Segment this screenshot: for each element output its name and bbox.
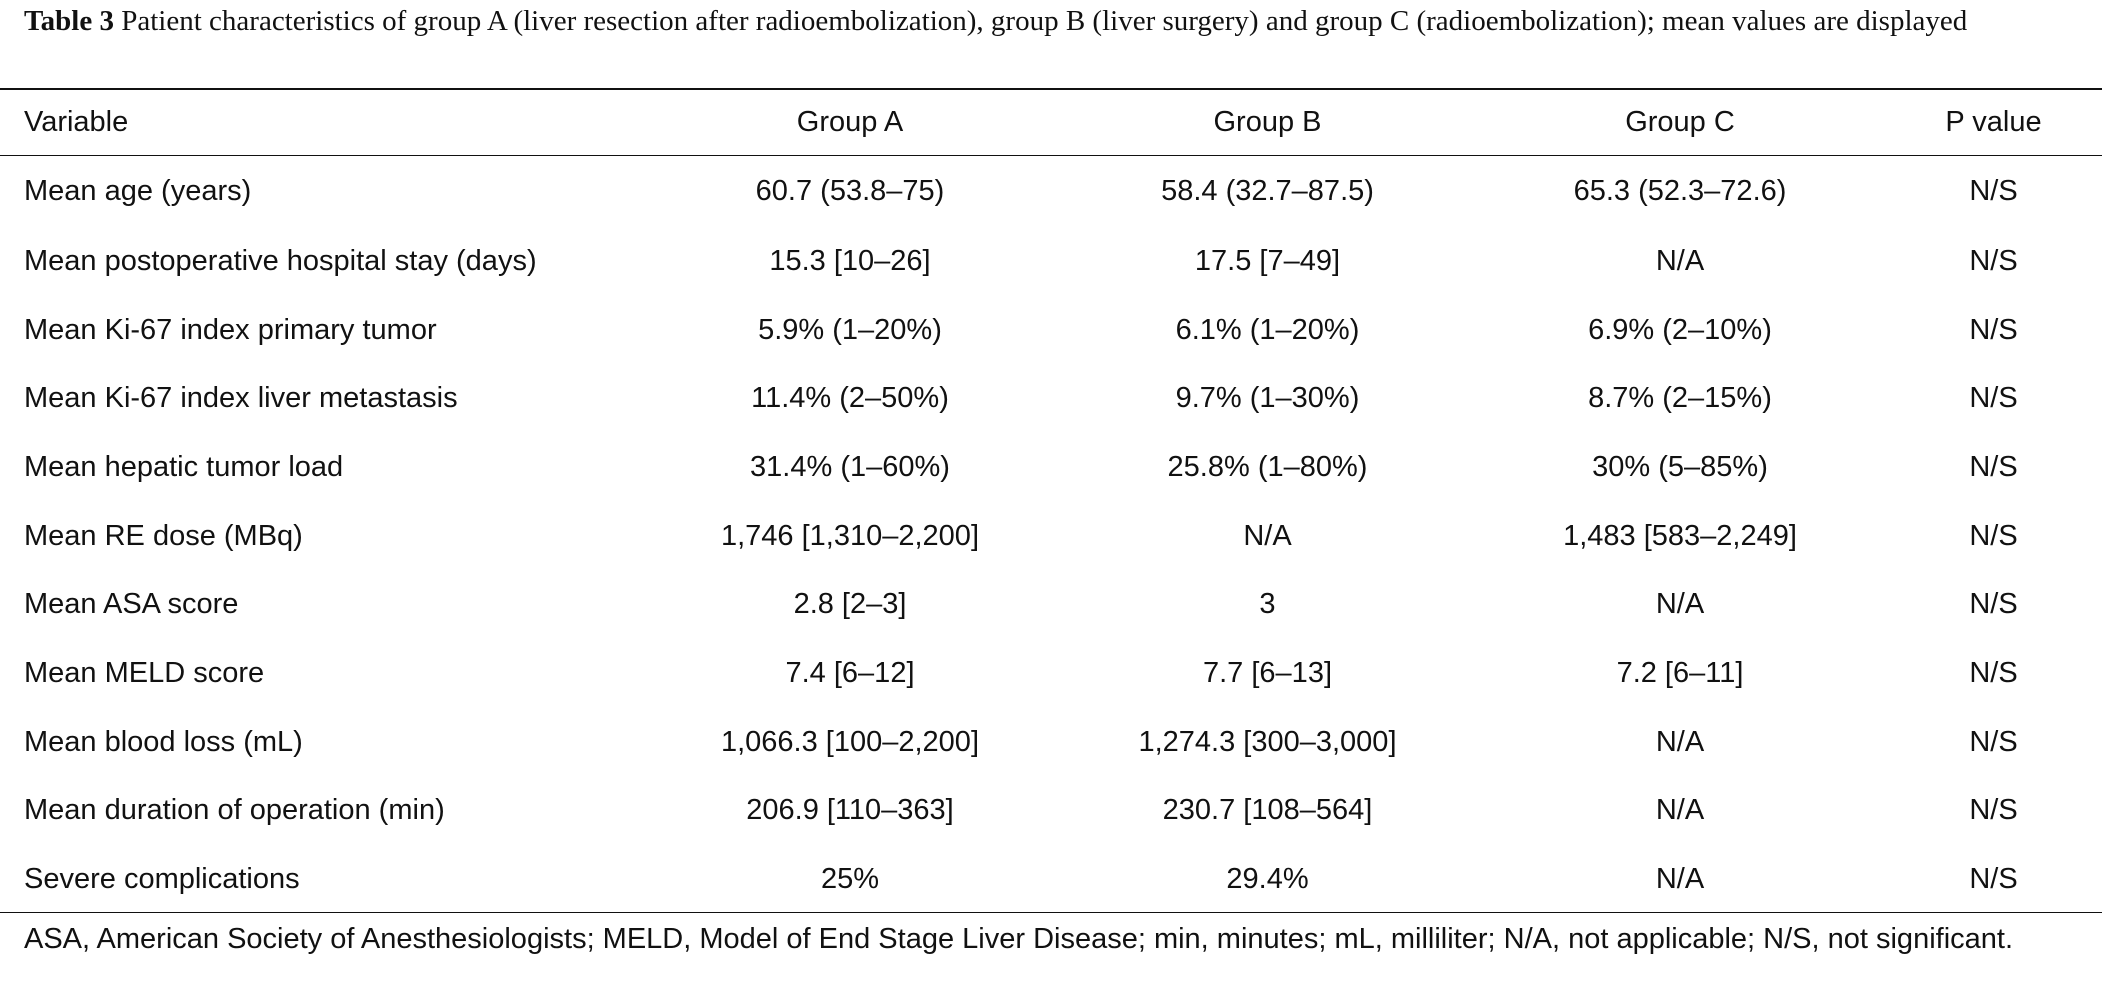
table-row: Severe complications 25% 29.4% N/A N/S xyxy=(0,845,2102,914)
cell-p-value: N/S xyxy=(1969,725,2018,758)
cell-p-value: N/S xyxy=(1969,863,2018,896)
table-caption-label: Table 3 xyxy=(24,5,114,37)
cell-group-a: 15.3 [10–26] xyxy=(769,244,931,277)
cell-p-value: N/S xyxy=(1969,519,2018,552)
table-header-rule xyxy=(0,155,2102,156)
cell-group-b: 58.4 (32.7–87.5) xyxy=(1161,174,1374,207)
cell-group-b: 3 xyxy=(1259,588,1276,621)
cell-variable: Mean hepatic tumor load xyxy=(24,450,344,483)
cell-group-a: 31.4% (1–60%) xyxy=(750,450,950,483)
cell-group-c: 30% (5–85%) xyxy=(1592,450,1768,483)
cell-group-a: 1,066.3 [100–2,200] xyxy=(720,725,979,758)
cell-group-b: 1,274.3 [300–3,000] xyxy=(1138,725,1397,758)
cell-variable: Mean MELD score xyxy=(24,656,265,689)
cell-p-value: N/S xyxy=(1969,174,2018,207)
cell-p-value: N/S xyxy=(1969,794,2018,827)
table-row: Mean Ki-67 index primary tumor 5.9% (1–2… xyxy=(0,296,2102,365)
cell-variable: Mean Ki-67 index primary tumor xyxy=(24,313,437,346)
cell-group-c: N/A xyxy=(1655,725,1705,758)
cell-p-value: N/S xyxy=(1969,244,2018,277)
table-row: Mean duration of operation (min) 206.9 [… xyxy=(0,777,2102,846)
cell-group-c: 6.9% (2–10%) xyxy=(1588,313,1772,346)
cell-group-b: 25.8% (1–80%) xyxy=(1167,450,1368,483)
patient-characteristics-table: Variable Group A Group B Group C P value… xyxy=(0,89,2102,914)
table-bottom-rule xyxy=(0,912,2102,913)
cell-group-c: 1,483 [583–2,249] xyxy=(1563,519,1797,552)
cell-group-a: 5.9% (1–20%) xyxy=(758,313,942,346)
cell-group-c: 7.2 [6–11] xyxy=(1616,656,1744,689)
cell-variable: Mean ASA score xyxy=(24,588,239,621)
table-row: Mean hepatic tumor load 31.4% (1–60%) 25… xyxy=(0,433,2102,502)
table-row: Mean postoperative hospital stay (days) … xyxy=(0,227,2102,296)
cell-group-b: 7.7 [6–13] xyxy=(1203,656,1332,689)
cell-group-c: N/A xyxy=(1655,794,1705,827)
table-footnote: ASA, American Society of Anesthesiologis… xyxy=(24,923,2014,955)
cell-variable: Mean age (years) xyxy=(24,174,252,207)
table-row: Mean blood loss (mL) 1,066.3 [100–2,200]… xyxy=(0,708,2102,777)
table-row: Mean ASA score 2.8 [2–3] 3 N/A N/S xyxy=(0,570,2102,639)
cell-group-b: 230.7 [108–564] xyxy=(1162,794,1373,827)
cell-variable: Mean Ki-67 index liver metastasis xyxy=(24,382,458,415)
cell-p-value: N/S xyxy=(1969,382,2018,415)
cell-variable: Mean duration of operation (min) xyxy=(24,794,445,827)
cell-variable: Mean RE dose (MBq) xyxy=(24,519,303,552)
table-row: Mean age (years) 60.7 (53.8–75) 58.4 (32… xyxy=(0,155,2102,227)
cell-variable: Severe complications xyxy=(24,863,300,896)
header-p-value: P value xyxy=(1945,105,2042,138)
table-top-rule xyxy=(0,88,2102,90)
table-row: Mean RE dose (MBq) 1,746 [1,310–2,200] N… xyxy=(0,502,2102,571)
cell-group-a: 7.4 [6–12] xyxy=(785,656,915,689)
cell-group-a: 206.9 [110–363] xyxy=(746,794,954,827)
cell-group-b: 29.4% xyxy=(1226,863,1309,896)
cell-group-a: 25% xyxy=(820,863,880,896)
cell-p-value: N/S xyxy=(1969,450,2018,483)
cell-variable: Mean postoperative hospital stay (days) xyxy=(24,244,537,277)
cell-group-b: 6.1% (1–20%) xyxy=(1175,313,1360,346)
header-variable: Variable xyxy=(24,105,129,138)
cell-variable: Mean blood loss (mL) xyxy=(24,725,303,758)
cell-group-a: 1,746 [1,310–2,200] xyxy=(720,519,979,552)
cell-group-c: N/A xyxy=(1655,588,1705,621)
cell-group-b: 9.7% (1–30%) xyxy=(1175,382,1360,415)
cell-p-value: N/S xyxy=(1969,656,2018,689)
cell-p-value: N/S xyxy=(1969,588,2018,621)
cell-group-c: N/A xyxy=(1655,863,1705,896)
cell-group-a: 60.7 (53.8–75) xyxy=(755,174,945,207)
cell-group-c: 8.7% (2–15%) xyxy=(1588,382,1772,415)
table-caption-text: Patient characteristics of group A (live… xyxy=(121,5,1968,37)
cell-group-c: 65.3 (52.3–72.6) xyxy=(1573,174,1787,207)
cell-group-c: N/A xyxy=(1655,244,1705,277)
cell-p-value: N/S xyxy=(1969,313,2018,346)
header-group-c: Group C xyxy=(1625,105,1735,138)
table-header-row: Variable Group A Group B Group C P value xyxy=(0,89,2102,155)
cell-group-b: N/A xyxy=(1243,519,1292,552)
table-caption: Table 3 Patient characteristics of group… xyxy=(24,0,2084,43)
header-group-b: Group B xyxy=(1213,105,1322,138)
header-group-a: Group A xyxy=(796,105,904,138)
cell-group-a: 11.4% (2–50%) xyxy=(751,382,949,415)
cell-group-a: 2.8 [2–3] xyxy=(793,588,907,621)
table-row: Mean Ki-67 index liver metastasis 11.4% … xyxy=(0,364,2102,433)
table-row: Mean MELD score 7.4 [6–12] 7.7 [6–13] 7.… xyxy=(0,639,2102,708)
cell-group-b: 17.5 [7–49] xyxy=(1194,244,1341,277)
